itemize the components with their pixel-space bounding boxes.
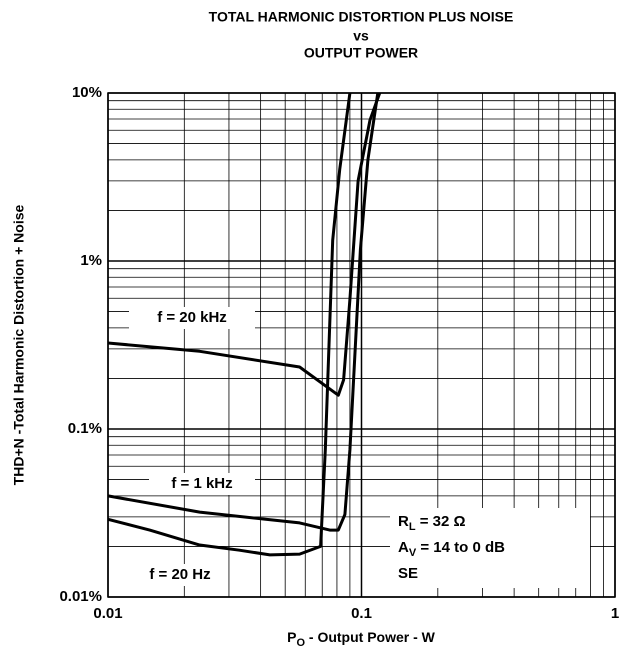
annotation-part: A — [398, 539, 409, 556]
y-axis-label: THD+N -Total Harmonic Distortion + Noise — [11, 205, 27, 486]
x-tick-label: 0.01 — [93, 605, 122, 622]
x-label-sub: O — [296, 637, 305, 649]
y-tick-label: 1% — [80, 252, 102, 269]
annotation: RL = 32 Ω — [398, 513, 466, 533]
x-label-part: - Output Power - W — [305, 629, 436, 645]
series-label: f = 20 kHz — [157, 309, 227, 326]
chart-title: vs — [353, 28, 369, 44]
annotation-part: = 32 Ω — [416, 513, 466, 530]
x-label-part: P — [287, 629, 296, 645]
series-label: f = 20 Hz — [149, 566, 210, 583]
annotation: AV = 14 to 0 dB — [398, 539, 505, 559]
label-box — [149, 473, 255, 495]
line-series — [107, 92, 382, 397]
label-box — [129, 307, 255, 329]
annotation-sub: V — [409, 547, 417, 559]
x-tick-label: 1 — [611, 605, 619, 622]
series-label: f = 1 kHz — [171, 475, 232, 492]
annotation-sub: L — [409, 521, 416, 533]
plot-frame — [107, 92, 616, 598]
annotation: SE — [398, 565, 418, 582]
y-tick-label: 0.01% — [59, 588, 102, 605]
annotation-box — [390, 508, 590, 588]
chart-title: OUTPUT POWER — [304, 45, 418, 61]
x-axis-label: PO - Output Power - W — [287, 629, 436, 649]
line-series — [107, 92, 352, 557]
annotation-part: = 14 to 0 dB — [416, 539, 505, 556]
y-tick-label: 10% — [72, 84, 102, 101]
chart-title: TOTAL HARMONIC DISTORTION PLUS NOISE — [209, 9, 514, 25]
annotation-part: R — [398, 513, 409, 530]
annotation-part: SE — [398, 565, 418, 582]
x-tick-label: 0.1 — [351, 605, 372, 622]
line-series — [107, 92, 380, 532]
y-tick-label: 0.1% — [68, 420, 102, 437]
label-box — [134, 564, 226, 586]
